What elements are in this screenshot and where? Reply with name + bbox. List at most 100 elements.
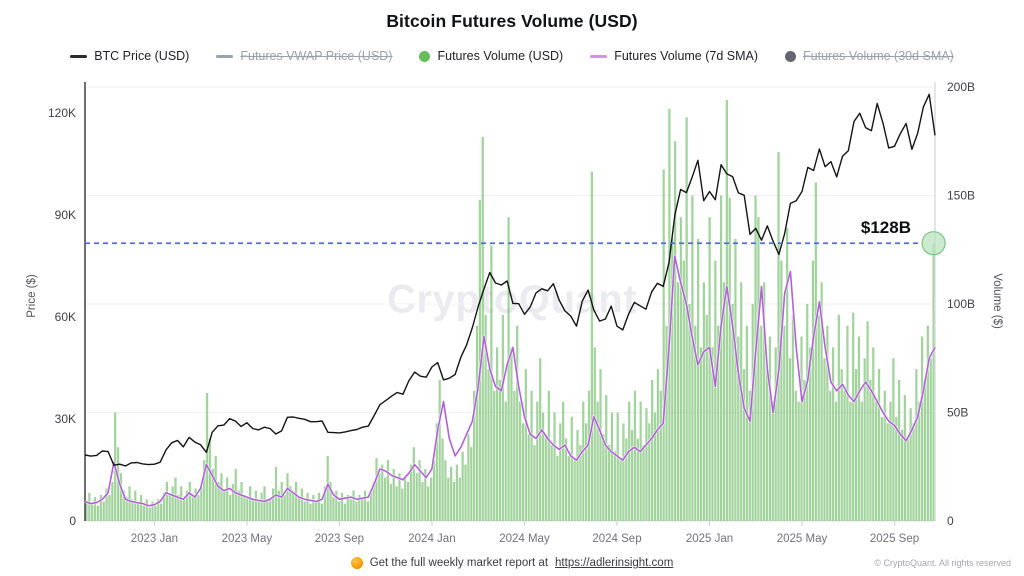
legend-item-label: Futures VWAP Price (USD) bbox=[240, 49, 393, 63]
futures-volume-bar bbox=[306, 492, 309, 521]
futures-volume-bar bbox=[470, 447, 473, 521]
futures-volume-bar bbox=[450, 466, 453, 521]
futures-volume-bar bbox=[860, 401, 863, 521]
volume-axis-tick-label: 50B bbox=[947, 406, 968, 420]
futures-volume-bar bbox=[605, 395, 608, 521]
futures-volume-bar bbox=[539, 358, 542, 521]
futures-volume-bar bbox=[504, 401, 507, 521]
futures-volume-bar bbox=[461, 451, 464, 521]
futures-volume-bar bbox=[303, 501, 306, 521]
footer-report-note: Get the full weekly market report at htt… bbox=[0, 557, 1024, 569]
futures-volume-bar bbox=[251, 499, 255, 521]
futures-volume-bar bbox=[630, 429, 634, 521]
legend-item-futures-volume-30d-sma[interactable]: Futures Volume (30d SMA) bbox=[785, 49, 954, 63]
futures-volume-bar bbox=[168, 494, 171, 521]
futures-volume-bar bbox=[246, 497, 249, 521]
futures-volume-bar bbox=[771, 401, 774, 521]
futures-volume-bar bbox=[332, 497, 335, 521]
futures-volume-bar bbox=[269, 499, 272, 521]
futures-volume-bar bbox=[283, 494, 286, 521]
futures-volume-bar bbox=[794, 390, 797, 521]
futures-volume-bar bbox=[708, 217, 711, 521]
futures-volume-bar bbox=[803, 379, 806, 521]
footer-text: Get the full weekly market report at bbox=[369, 557, 549, 569]
legend-item-label: Futures Volume (30d SMA) bbox=[803, 49, 954, 63]
futures-volume-bar bbox=[811, 260, 815, 521]
futures-volume-bar bbox=[105, 488, 108, 521]
futures-volume-bar bbox=[185, 490, 189, 521]
futures-volume-bar bbox=[840, 369, 843, 521]
futures-volume-bar bbox=[872, 347, 875, 521]
futures-volume-bar bbox=[157, 499, 160, 521]
futures-volume-bar bbox=[786, 228, 789, 522]
futures-volume-bar bbox=[435, 423, 438, 521]
futures-volume-bar bbox=[481, 136, 484, 521]
futures-volume-bar bbox=[487, 369, 490, 521]
futures-volume-bar bbox=[317, 492, 321, 521]
futures-volume-bar bbox=[780, 260, 783, 521]
futures-volume-bar bbox=[134, 490, 137, 521]
futures-volume-bar bbox=[602, 434, 605, 521]
legend-item-futures-vwap-price-usd[interactable]: Futures VWAP Price (USD) bbox=[216, 49, 392, 63]
futures-volume-bar bbox=[731, 304, 734, 521]
futures-volume-bar bbox=[915, 369, 918, 521]
futures-volume-bar bbox=[820, 282, 823, 521]
futures-volume-bar bbox=[547, 390, 550, 521]
futures-volume-bar bbox=[791, 314, 795, 521]
futures-volume-bar bbox=[662, 169, 665, 521]
futures-volume-bar bbox=[702, 282, 705, 521]
legend-item-btc-price-usd[interactable]: BTC Price (USD) bbox=[70, 49, 189, 63]
futures-volume-bar bbox=[846, 325, 849, 521]
futures-volume-bar bbox=[355, 501, 358, 521]
futures-volume-bar bbox=[154, 505, 157, 521]
highlight-marker bbox=[921, 231, 946, 256]
footer-link[interactable]: https://adlerinsight.com bbox=[555, 557, 674, 569]
futures-volume-bar bbox=[607, 445, 611, 521]
legend-item-label: Futures Volume (USD) bbox=[437, 49, 564, 63]
futures-volume-bar bbox=[573, 460, 576, 521]
volume-axis-title: Volume ($) bbox=[991, 273, 1003, 329]
futures-volume-bar bbox=[694, 325, 697, 521]
futures-volume-bar bbox=[920, 336, 924, 521]
futures-volume-bar bbox=[349, 499, 352, 521]
legend-circle-icon bbox=[419, 50, 431, 62]
threshold-annotation-label: $128B bbox=[860, 218, 911, 237]
futures-volume-bar bbox=[452, 481, 456, 521]
futures-volume-bar bbox=[877, 369, 881, 521]
futures-volume-bar bbox=[254, 490, 258, 521]
futures-volume-bar bbox=[458, 477, 461, 521]
futures-volume-bar bbox=[760, 325, 763, 521]
futures-volume-bar bbox=[366, 501, 370, 521]
futures-volume-bar bbox=[404, 477, 407, 521]
futures-volume-bar bbox=[809, 347, 812, 521]
chart-title: Bitcoin Futures Volume (USD) bbox=[386, 11, 638, 31]
futures-volume-bar bbox=[266, 499, 269, 521]
futures-volume-bar bbox=[427, 486, 430, 521]
futures-volume-bar bbox=[214, 455, 217, 521]
legend-item-futures-volume-usd[interactable]: Futures Volume (USD) bbox=[419, 49, 563, 63]
futures-volume-bar bbox=[389, 484, 392, 521]
futures-volume-bar bbox=[849, 401, 852, 521]
futures-volume-bar bbox=[409, 464, 413, 521]
copyright-notice: © CryptoQuant. All rights reserved bbox=[874, 558, 1011, 568]
futures-volume-bar bbox=[108, 494, 111, 521]
futures-volume-bar bbox=[639, 401, 642, 521]
futures-volume-bar bbox=[814, 182, 817, 522]
futures-volume-bar bbox=[740, 282, 743, 521]
futures-volume-bar bbox=[926, 325, 929, 521]
legend-item-futures-volume-7d-sma[interactable]: Futures Volume (7d SMA) bbox=[590, 49, 758, 63]
futures-volume-bar bbox=[501, 314, 504, 521]
futures-volume-bar bbox=[444, 460, 447, 521]
futures-volume-bar bbox=[125, 497, 128, 521]
futures-volume-bar bbox=[742, 369, 746, 521]
futures-volume-bar bbox=[562, 401, 565, 521]
futures-volume-bar bbox=[335, 490, 338, 521]
futures-volume-bar bbox=[682, 260, 685, 521]
futures-volume-bar bbox=[369, 492, 372, 521]
futures-volume-bar bbox=[484, 314, 487, 521]
futures-volume-bar bbox=[599, 369, 602, 521]
futures-volume-bar bbox=[395, 486, 398, 521]
futures-volume-bar bbox=[757, 217, 760, 521]
x-axis-tick-label: 2023 May bbox=[222, 533, 273, 545]
